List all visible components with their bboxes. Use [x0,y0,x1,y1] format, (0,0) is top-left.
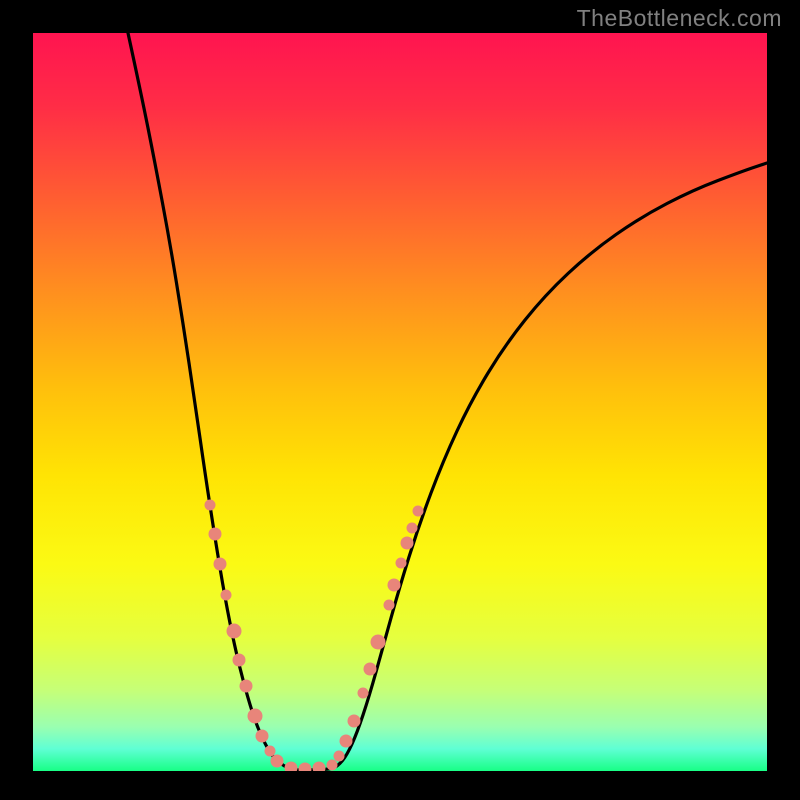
scatter-marker [271,755,284,768]
scatter-marker [396,558,407,569]
scatter-marker [221,590,232,601]
watermark-text: TheBottleneck.com [577,5,782,32]
scatter-marker [256,730,269,743]
scatter-marker [348,715,361,728]
chart-frame: TheBottleneck.com [0,0,800,800]
scatter-marker [214,558,227,571]
scatter-marker [388,579,401,592]
scatter-marker [240,680,253,693]
scatter-marker [313,762,326,772]
scatter-marker [340,735,353,748]
scatter-markers [33,33,767,771]
scatter-marker [327,760,338,771]
scatter-marker [334,751,345,762]
plot-area [33,33,767,771]
scatter-marker [299,763,312,772]
scatter-marker [248,709,263,724]
scatter-marker [401,537,414,550]
scatter-marker [285,762,298,772]
scatter-marker [233,654,246,667]
scatter-marker [371,635,386,650]
scatter-marker [227,624,242,639]
scatter-marker [413,506,424,517]
scatter-marker [209,528,222,541]
scatter-marker [364,663,377,676]
scatter-marker [358,688,369,699]
scatter-marker [384,600,395,611]
scatter-marker [205,500,216,511]
scatter-marker [407,523,418,534]
